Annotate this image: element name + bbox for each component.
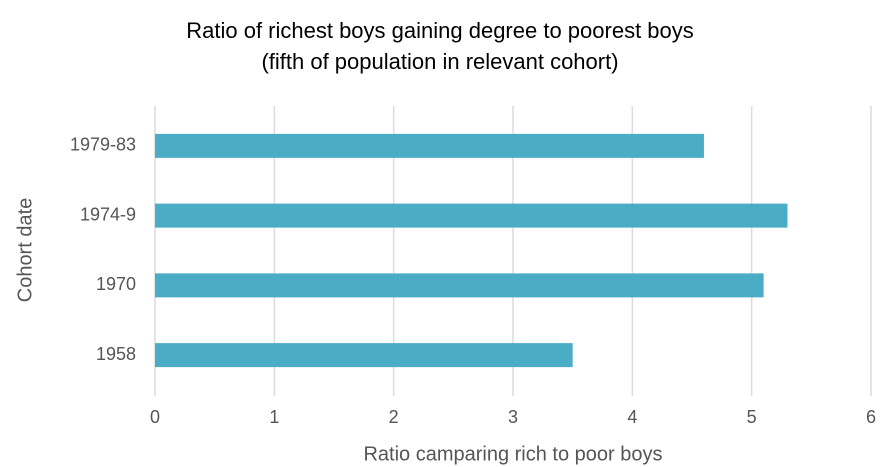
x-tick-label: 1 — [269, 407, 279, 427]
bar — [155, 273, 764, 298]
x-tick-label: 5 — [747, 407, 757, 427]
x-tick-label: 4 — [627, 407, 637, 427]
x-axis-label: Ratio camparing rich to poor boys — [363, 443, 662, 465]
bar — [155, 133, 704, 158]
x-tick-label: 6 — [866, 407, 876, 427]
y-tick-label: 1970 — [96, 274, 136, 294]
y-tick-label: 1974-9 — [80, 204, 136, 224]
y-axis-label: Cohort date — [14, 198, 36, 303]
bar — [155, 203, 788, 228]
bar — [155, 343, 573, 368]
y-tick-label: 1979-83 — [70, 135, 136, 155]
chart-title: Ratio of richest boys gaining degree to … — [186, 18, 694, 43]
y-tick-label: 1958 — [96, 344, 136, 364]
chart-subtitle: (fifth of population in relevant cohort) — [261, 49, 618, 74]
x-tick-label: 3 — [508, 407, 518, 427]
x-tick-label: 2 — [389, 407, 399, 427]
x-tick-label: 0 — [150, 407, 160, 427]
